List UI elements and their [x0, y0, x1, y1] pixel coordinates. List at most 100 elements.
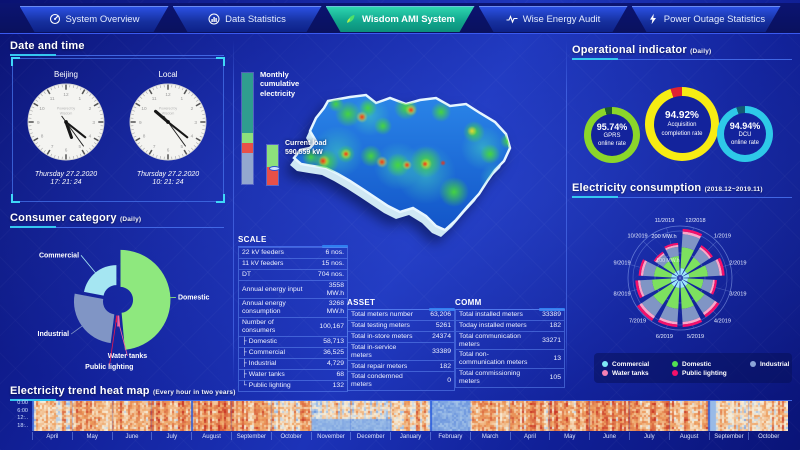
nav-tab-data-statistics[interactable]: Data Statistics [173, 6, 322, 32]
legend-label: Water tanks [612, 369, 649, 377]
table-row: ├ Water tanks 68 [238, 369, 348, 381]
monthly-cumulative-bar [241, 72, 254, 185]
bar-chart-icon [208, 13, 220, 25]
rose-segment-industrial [660, 305, 679, 322]
row-label: Total commissioning meters [459, 370, 521, 385]
row-label: ├ Commercial [242, 348, 285, 356]
nav-tab-system-overview[interactable]: System Overview [20, 6, 169, 32]
clock-date: Thursday 27.2.2020 [34, 171, 98, 178]
gauge-label: GPRS [603, 132, 621, 139]
legend-label: Commercial [612, 360, 650, 368]
clock-local: Local 1 2 3 4 5 6 7 8 9 10 11 12 Powered by Wisdom Thur… [126, 70, 210, 186]
comm-title-text: COMM [455, 298, 482, 307]
svg-text:2: 2 [89, 106, 92, 111]
row-label: ├ Domestic [242, 337, 278, 345]
operational-panel-title: Operational indicator (Daily) [572, 44, 792, 61]
row-label: Annual energy consumption [242, 300, 286, 316]
gauge-gprs-online-rate: 95.74% GPRS online rate [584, 107, 640, 163]
rose-segment-commercial [681, 279, 688, 286]
overview-icon [49, 13, 61, 25]
rose-segment-commercial [682, 273, 690, 278]
heatmap-month-label: July [151, 432, 191, 440]
row-label: Total in-service meters [351, 343, 397, 359]
legend-item-public-lighting: Public lighting [672, 370, 744, 377]
rose-segment-commercial [671, 279, 679, 287]
table-row: ├ Industrial 4,729 [238, 358, 348, 370]
scale-table-title: SCALE [238, 235, 348, 248]
rose-month-label: 11/2019 [655, 218, 675, 224]
row-value: 6 nos. [325, 249, 344, 256]
clock-watermark: Powered by [57, 107, 76, 111]
table-row: 11 kV feeders 15 nos. [238, 258, 348, 270]
table-row: Total installed meters 33389 [455, 309, 565, 321]
table-row: 22 kV feeders 6 nos. [238, 247, 348, 259]
rose-segment-domestic [680, 287, 694, 309]
heatmap-y-label: 18:.. [17, 422, 28, 429]
scale-table: 22 kV feeders 6 nos. 11 kV feeders 15 nos. D… [238, 247, 348, 392]
operational-title-text: Operational indicator [572, 44, 687, 56]
pie-slice-commercial [84, 265, 117, 296]
heatmap-month-label: May [71, 432, 112, 440]
rose-segment-domestic [663, 261, 676, 274]
heatmap-month-label: August [191, 432, 231, 440]
rose-segment-commercial [675, 280, 680, 288]
radial-tick-100: 100 MW.h [656, 258, 679, 264]
legend-item-water-tanks: Water tanks [602, 370, 666, 377]
row-label: └ Public lighting [242, 381, 291, 389]
row-label: Total meters number [351, 311, 413, 318]
row-label: Number of consumers [242, 319, 276, 334]
table-row: Total meters number 63,206 [347, 309, 455, 321]
row-value: 68 [336, 370, 344, 378]
asset-title-text: ASSET [347, 298, 376, 307]
consumption-rose-chart: 12/2018 1/2019 2/2019 3/2019 4/2019 5/2019 6/2… [613, 218, 746, 340]
nav-tab-label: Power Outage Statistics [663, 13, 766, 25]
svg-text:1: 1 [181, 96, 184, 101]
legend-item-industrial: Industrial [750, 361, 789, 368]
consumption-legend: Commercial Domestic Industrial Water tanks P… [594, 353, 792, 383]
rose-segment-commercial [673, 271, 679, 277]
gauge-label: Acquisition [667, 122, 697, 129]
nav-tab-label: Wise Energy Audit [522, 13, 601, 25]
pie-slice-industrial [73, 293, 115, 344]
rose-segment-commercial [682, 278, 688, 282]
gauge-dcu-online-rate: 94.94% DCU online rate [717, 106, 773, 162]
table-row: Total non-communication meters 13 [455, 350, 565, 370]
nav-tab-wise-energy-audit[interactable]: Wise Energy Audit [479, 6, 628, 32]
row-label: ├ Industrial [242, 359, 277, 367]
row-label: Total non-communication meters [459, 351, 528, 367]
heatmap-month-label: October [748, 432, 788, 440]
rose-segment-water-tanks [699, 247, 711, 259]
bar-segment [267, 145, 278, 167]
heatmap-month-label: April [32, 432, 72, 440]
heatmap-month-label: July [628, 432, 669, 440]
heatmap-canvas [32, 401, 788, 431]
heatmap-y-label: 6:00 [17, 407, 28, 414]
heatmap-month-label: September [708, 432, 749, 440]
row-value: 704 nos. [317, 270, 344, 278]
nav-tab-wisdom-ami-system[interactable]: Wisdom AMI System [326, 6, 475, 32]
rose-segment-water-tanks [665, 244, 679, 251]
row-label: ├ Water tanks [242, 370, 285, 378]
datetime-panel-title: Date and time [10, 40, 224, 57]
legend-item-domestic: Domestic [672, 361, 744, 368]
rose-segment-public-lighting [657, 319, 678, 328]
row-value: 100,167 [319, 322, 344, 330]
row-value: 63,206 [430, 311, 451, 318]
rose-segment-water-tanks [682, 317, 701, 325]
bar-segment [242, 152, 253, 184]
rose-segment-water-tanks [640, 260, 648, 276]
nav-tab-power-outage-statistics[interactable]: Power Outage Statistics [632, 6, 781, 32]
rose-segment-domestic [680, 247, 694, 269]
gauge-value: 95.74% [596, 121, 628, 132]
rose-month-label: 6/2019 [656, 334, 673, 340]
radial-tick-200: 200 MW.h [651, 234, 676, 240]
svg-text:11: 11 [152, 96, 157, 101]
gauge-acquisition-completion-rate: 94.92% Acquisition completion rate [645, 87, 719, 161]
row-value: 36,525 [323, 348, 344, 356]
rose-segment-water-tanks [659, 317, 678, 325]
row-value: 182 [549, 321, 561, 329]
svg-text:6: 6 [167, 148, 170, 153]
rose-month-label: 1/2019 [714, 234, 731, 240]
heatmap-month-label: August [668, 432, 709, 440]
row-value: 33389 [432, 347, 451, 355]
